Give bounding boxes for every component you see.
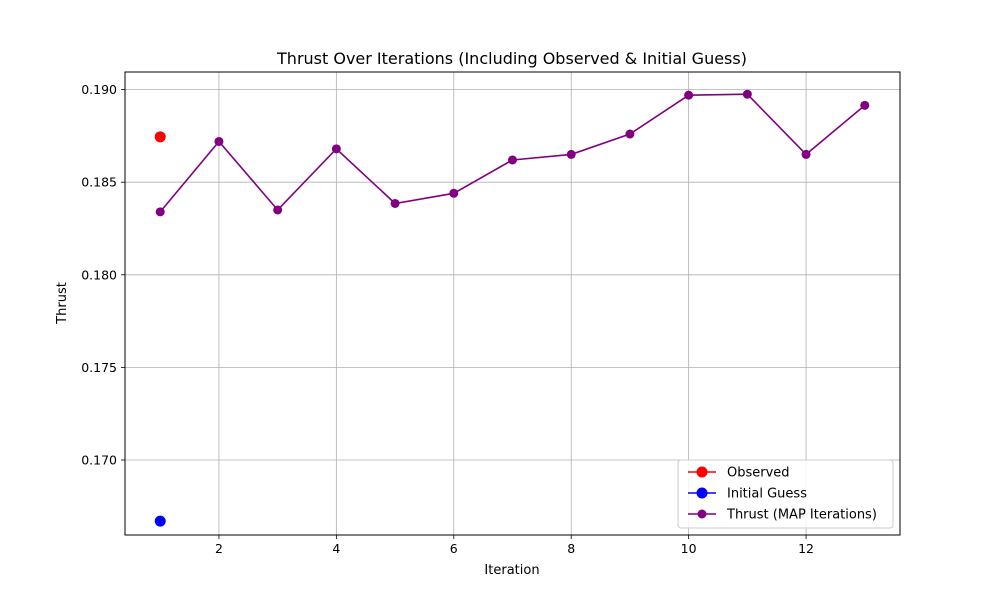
data-point [214,136,224,146]
legend-item: Observed [688,466,790,481]
data-point [801,149,811,159]
data-point [154,515,166,527]
plot-frame [124,71,901,536]
y-tick-label: 0.175 [81,360,117,375]
x-tick-label: 12 [798,541,814,556]
data-point [449,188,459,198]
x-tick-label: 8 [567,541,575,556]
series-0 [154,131,166,143]
y-axis-label: Thrust [55,282,70,325]
legend-marker [696,466,708,478]
legend-label: Observed [727,466,790,481]
y-tick-label: 0.170 [81,452,117,467]
x-axis-ticks: 2 4 6 8 10 12 [215,535,814,556]
y-tick-label: 0.180 [81,267,117,282]
y-axis-ticks: 0.170 0.175 0.180 0.185 0.190 [81,82,125,467]
data-point [566,149,576,159]
data-point [684,90,694,100]
grid-lines [125,72,900,535]
y-tick-label: 0.190 [81,82,117,97]
legend-item: Thrust (MAP Iterations) [688,508,877,523]
series-line [159,93,866,213]
data-point [860,100,870,110]
chart-title: Thrust Over Iterations (Including Observ… [276,49,747,68]
x-tick-label: 2 [215,541,223,556]
legend-box [677,459,894,529]
data-series [154,89,870,527]
x-tick-label: 10 [681,541,697,556]
legend-item: Initial Guess [688,487,807,502]
data-point [273,205,283,215]
legend-label: Initial Guess [727,487,807,502]
x-tick-label: 4 [332,541,340,556]
x-axis-label: Iteration [484,563,539,578]
series-1 [154,515,166,527]
data-point [508,155,517,165]
data-point [625,129,635,139]
legend-marker [697,509,707,519]
series-2 [155,89,870,217]
data-point [742,89,752,99]
legend-label: Thrust (MAP Iterations) [726,508,877,523]
legend-marker [696,487,708,499]
data-point [331,144,341,154]
legend: Observed Initial Guess Thrust (MAP Iterati… [677,459,894,529]
y-tick-label: 0.185 [81,175,117,190]
data-point [155,207,165,217]
x-tick-label: 6 [450,541,458,556]
data-point [154,131,166,143]
data-point [390,198,400,208]
